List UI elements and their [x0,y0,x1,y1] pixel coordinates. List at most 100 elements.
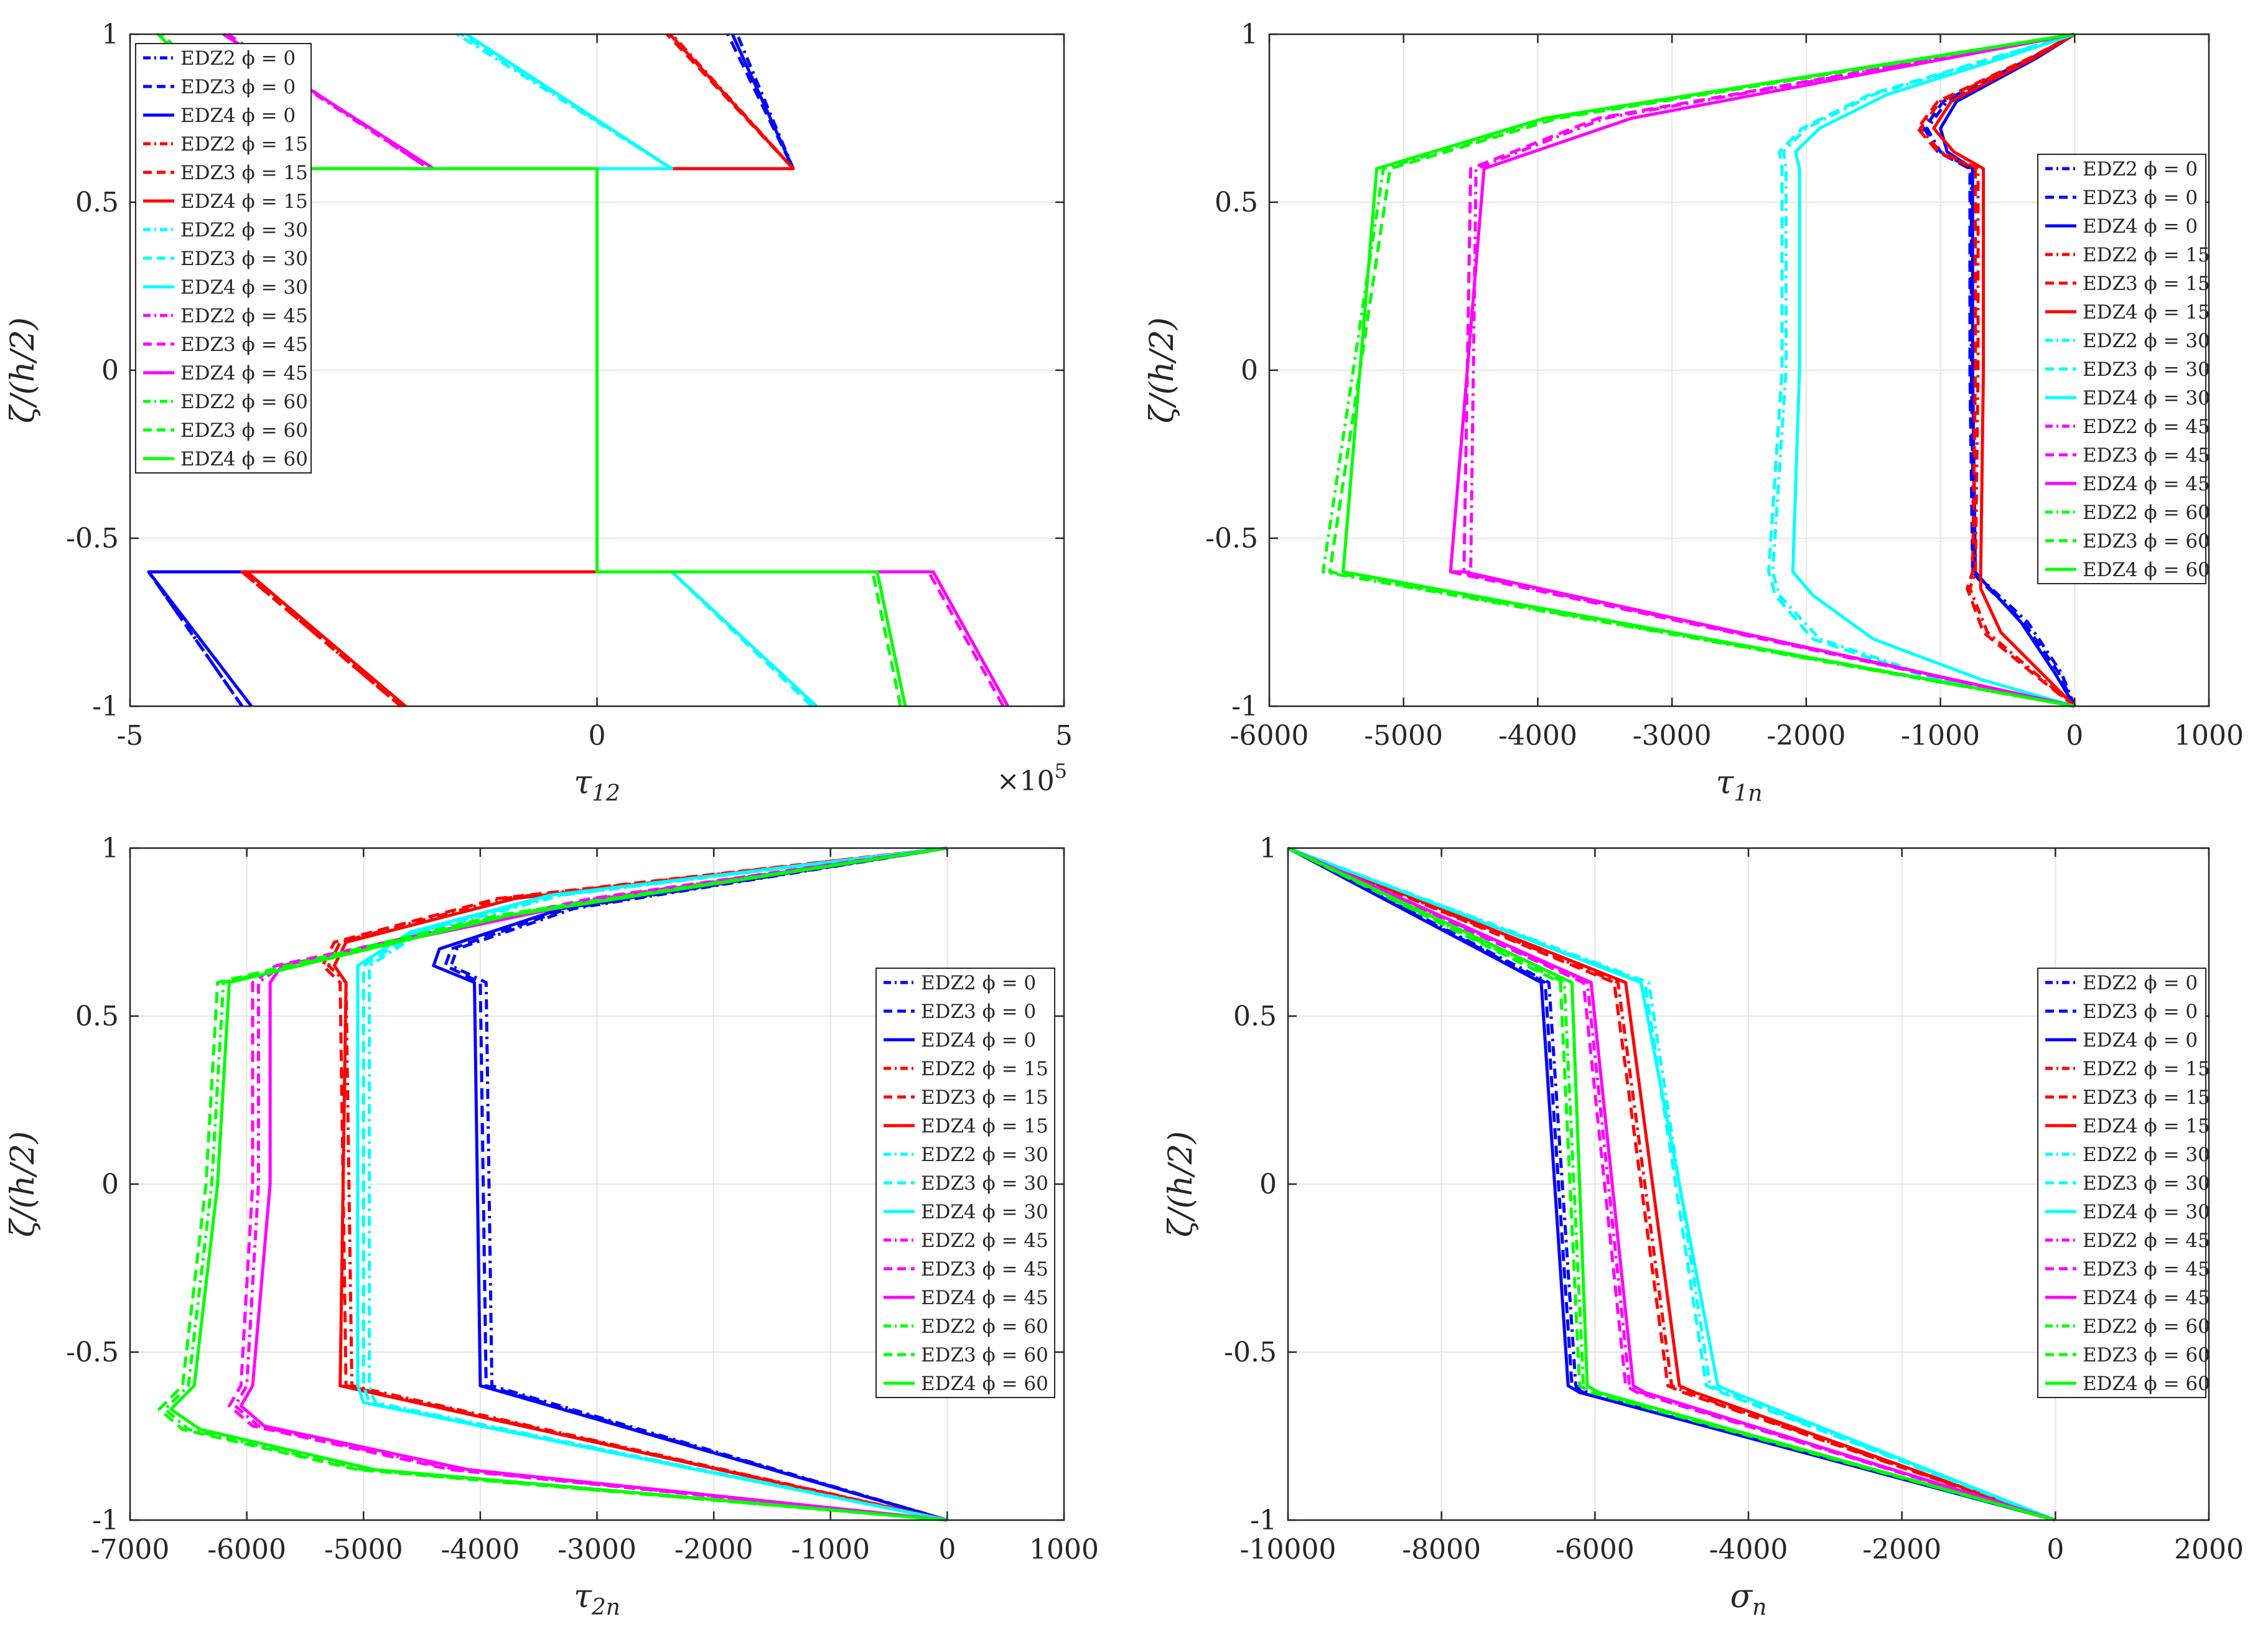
legend-label-edz3-phi-60: EDZ3 ϕ = 60 [2083,1344,2210,1366]
legend-label-edz2-phi-15: EDZ2 ϕ = 15 [2083,1058,2210,1080]
legend: EDZ2 ϕ = 0 EDZ3 ϕ = 0 EDZ4 ϕ = 0 EDZ2 ϕ = 1… [135,43,312,474]
x-tick-label: 1000 [2174,720,2244,752]
legend-label-edz3-phi-45: EDZ3 ϕ = 45 [2083,444,2210,467]
y-tick-label: 0 [101,355,119,386]
x-axis-label: τ12 [574,764,620,806]
y-tick-label: -1 [92,691,119,722]
series-line-edz4-phi-45 [1287,846,2056,1522]
legend-label-edz4-phi-30: EDZ4 ϕ = 30 [180,276,308,299]
legend-label-edz4-phi-45: EDZ4 ϕ = 45 [2083,473,2210,495]
legend-label-edz2-phi-60: EDZ2 ϕ = 60 [921,1315,1048,1338]
y-axis-label: ζ/(h/2) [4,317,42,423]
y-tick-label: -0.5 [66,523,119,554]
x-axis-label-symbol: τ [1716,764,1735,801]
legend-label-edz2-phi-60: EDZ2 ϕ = 60 [2083,1315,2210,1338]
y-axis-label: ζ/(h/2) [1144,317,1181,423]
legend-label-edz4-phi-15: EDZ4 ϕ = 15 [180,190,308,213]
series-line-edz4-phi-0 [1939,32,2076,707]
legend-label-edz4-phi-60: EDZ4 ϕ = 60 [180,448,308,470]
x-tick-label: -10000 [1240,1534,1337,1566]
legend-label-edz2-phi-30: EDZ2 ϕ = 30 [921,1144,1048,1166]
series-line-edz3-phi-45 [1449,32,2075,708]
x-axis-label: σn [1730,1578,1767,1620]
legend-label-edz2-phi-45: EDZ2 ϕ = 45 [2083,1230,2210,1252]
legend-label-edz4-phi-0: EDZ4 ϕ = 0 [180,105,296,127]
y-tick-label: -0.5 [1224,1337,1277,1368]
x-tick-label: -1000 [1901,720,1980,752]
series-line-edz4-phi-60 [169,846,948,1522]
y-axis-label: ζ/(h/2) [4,1131,42,1237]
legend-label-edz4-phi-0: EDZ4 ϕ = 0 [2083,215,2198,238]
x-exponent-power: 5 [1055,759,1067,783]
legend-label-edz3-phi-0: EDZ3 ϕ = 0 [180,76,296,98]
y-tick-label: 0 [1259,1169,1277,1200]
legend-label-edz3-phi-30: EDZ3 ϕ = 30 [921,1172,1048,1195]
series-line-edz4-phi-0 [1287,846,2056,1522]
legend-label-edz4-phi-15: EDZ4 ϕ = 15 [2083,1115,2210,1137]
legend-label-edz4-phi-30: EDZ4 ϕ = 30 [2083,387,2210,409]
legend-label-edz2-phi-15: EDZ2 ϕ = 15 [180,133,308,156]
legend-label-edz4-phi-30: EDZ4 ϕ = 30 [2083,1201,2210,1223]
x-tick-label: 0 [2066,720,2083,752]
legend-label-edz2-phi-15: EDZ2 ϕ = 15 [2083,244,2210,266]
panel-tau2n: -7000 -6000 -5000 -4000 -3000 -2000 -1000 0 1000… [4,833,1099,1620]
legend-label-edz3-phi-60: EDZ3 ϕ = 60 [180,419,308,442]
x-tick-label: -8000 [1402,1534,1481,1566]
y-axis-label: ζ/(h/2) [1162,1131,1200,1237]
series-line-edz4-phi-30 [356,846,948,1522]
legend-label-edz2-phi-30: EDZ2 ϕ = 30 [180,219,308,241]
y-tick-label: 1 [101,833,119,864]
x-tick-label: -5000 [324,1534,403,1566]
legend-label-edz3-phi-45: EDZ3 ϕ = 45 [921,1258,1048,1281]
x-axis-label-subscript: 12 [592,781,620,806]
series-line-edz4-phi-15 [332,846,948,1522]
y-tick-label: 1 [101,19,119,50]
y-tick-label: -0.5 [1205,523,1258,554]
legend-label-edz3-phi-0: EDZ3 ϕ = 0 [921,1001,1036,1023]
legend-label-edz3-phi-30: EDZ3 ϕ = 30 [2083,358,2210,381]
legend-label-edz2-phi-45: EDZ2 ϕ = 45 [2083,416,2210,438]
legend-label-edz3-phi-60: EDZ3 ϕ = 60 [921,1344,1048,1366]
y-tick-label: 0 [101,1169,119,1200]
x-tick-label: -6000 [207,1534,286,1566]
x-tick-label: -4000 [441,1534,520,1566]
legend: EDZ2 ϕ = 0 EDZ3 ϕ = 0 EDZ4 ϕ = 0 EDZ2 ϕ = 1… [2037,154,2210,584]
legend-label-edz3-phi-15: EDZ3 ϕ = 15 [2083,273,2210,295]
legend-label-edz3-phi-30: EDZ3 ϕ = 30 [2083,1172,2210,1195]
x-axis-label-symbol: σ [1730,1578,1753,1615]
x-exponent-base: ×10 [997,765,1055,797]
legend-label-edz3-phi-0: EDZ3 ϕ = 0 [2083,1001,2198,1023]
legend-label-edz4-phi-15: EDZ4 ϕ = 15 [921,1115,1048,1137]
x-tick-label: -3000 [1633,720,1712,752]
x-tick-label: -2000 [674,1534,754,1566]
legend-label-edz2-phi-0: EDZ2 ϕ = 0 [2083,972,2198,994]
x-tick-label: 0 [589,720,606,752]
x-tick-label: -2000 [1766,720,1846,752]
legend: EDZ2 ϕ = 0 EDZ3 ϕ = 0 EDZ4 ϕ = 0 EDZ2 ϕ = 1… [875,968,1055,1398]
y-tick-label: -1 [1231,691,1258,722]
x-tick-label: -5000 [1364,720,1443,752]
x-axis-label-symbol: τ [574,1578,592,1615]
y-tick-label: -0.5 [66,1337,119,1368]
x-axis-label: τ1n [1716,764,1763,806]
legend-label-edz2-phi-45: EDZ2 ϕ = 45 [180,305,308,327]
legend-label-edz2-phi-15: EDZ2 ϕ = 15 [921,1058,1048,1080]
legend-label-edz4-phi-15: EDZ4 ϕ = 15 [2083,301,2210,324]
series-line-edz4-phi-30 [1287,846,2056,1522]
series-line-edz4-phi-15 [1932,32,2076,707]
x-tick-label: -1000 [791,1534,870,1566]
legend-label-edz2-phi-60: EDZ2 ϕ = 60 [2083,502,2210,524]
x-tick-label: -2000 [1862,1534,1941,1566]
x-axis-label: τ2n [574,1578,620,1620]
x-axis-label-subscript: 1n [1734,781,1762,806]
legend-label-edz2-phi-30: EDZ2 ϕ = 30 [2083,330,2210,352]
legend-label-edz3-phi-15: EDZ3 ϕ = 15 [2083,1086,2210,1109]
x-tick-label: -5 [117,720,144,752]
legend-label-edz3-phi-30: EDZ3 ϕ = 30 [180,248,308,270]
x-tick-label: -6000 [1230,720,1309,752]
legend-label-edz2-phi-60: EDZ2 ϕ = 60 [180,391,308,413]
legend-label-edz2-phi-0: EDZ2 ϕ = 0 [921,972,1036,994]
panel-tau1n: -6000 -5000 -4000 -3000 -2000 -1000 0 1000 -1 -0.… [1144,19,2244,806]
